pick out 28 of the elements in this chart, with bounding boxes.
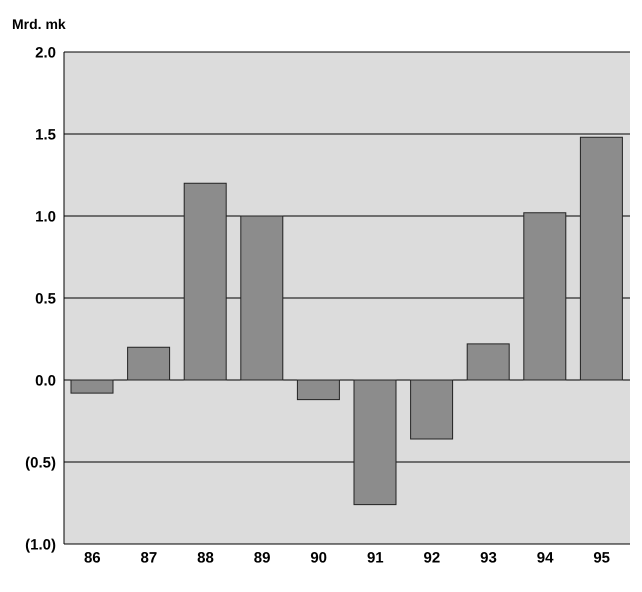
bar	[70, 380, 114, 394]
bar	[580, 136, 623, 380]
x-tick-label: 90	[310, 550, 328, 567]
y-tick-label: 0.0	[35, 372, 56, 390]
bar	[127, 346, 170, 380]
x-tick-label: 93	[480, 550, 497, 567]
bar	[240, 216, 284, 380]
x-tick-label: 95	[593, 550, 610, 567]
x-tick-label: 94	[536, 550, 554, 567]
x-tick-label: 92	[424, 550, 440, 567]
y-tick-label: 2.0	[35, 44, 56, 62]
bar	[410, 380, 454, 440]
bar	[466, 343, 510, 380]
y-tick-label: 1.5	[35, 126, 56, 144]
x-tick-label: 86	[84, 550, 101, 567]
y-tick-label: 0.5	[35, 290, 56, 308]
bar	[354, 380, 396, 506]
bar	[296, 380, 340, 400]
x-tick-label: 89	[254, 550, 270, 567]
y-tick-label: (0.5)	[25, 454, 56, 472]
x-tick-label: 91	[366, 550, 384, 567]
bar	[523, 212, 566, 380]
bar	[184, 182, 227, 380]
y-tick-label: (1.0)	[25, 536, 56, 554]
y-tick-label: 1.0	[35, 208, 56, 226]
x-tick-label: 88	[197, 550, 214, 567]
x-tick-label: 87	[140, 550, 158, 567]
y-axis-title: Mrd. mk	[11, 15, 67, 34]
